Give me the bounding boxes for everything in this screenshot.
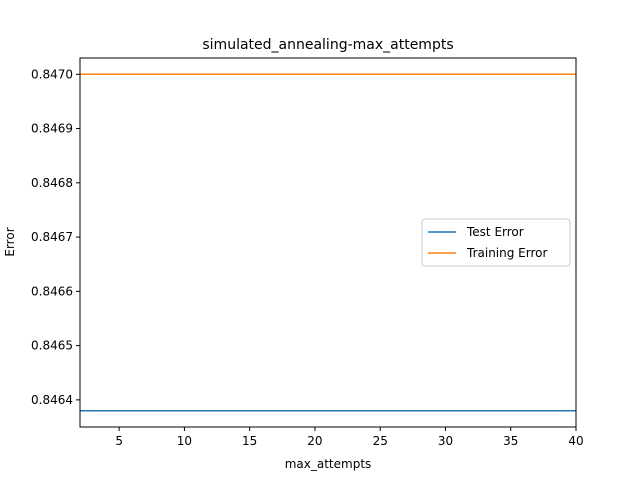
y-tick-label: 0.8466 — [31, 284, 73, 298]
x-tick-label: 15 — [242, 434, 257, 448]
y-tick-label: 0.8468 — [31, 176, 73, 190]
x-tick-label: 10 — [177, 434, 192, 448]
chart-title: simulated_annealing-max_attempts — [202, 37, 453, 53]
x-tick-label: 30 — [438, 434, 453, 448]
x-tick-label: 5 — [115, 434, 123, 448]
x-tick-label: 40 — [568, 434, 583, 448]
x-tick-label: 35 — [503, 434, 518, 448]
x-tick-label: 25 — [373, 434, 388, 448]
axes-frame — [79, 57, 577, 428]
legend-label-1: Training Error — [466, 246, 547, 260]
y-tick-label: 0.8469 — [31, 122, 73, 136]
plot-area — [80, 73, 576, 412]
y-tick-label: 0.8470 — [31, 67, 73, 81]
x-axis: 5 10 15 20 25 30 35 40 — [115, 427, 584, 448]
y-axis: 0.8464 0.8465 0.8466 0.8467 0.8468 0.8469 0.84… — [31, 67, 80, 407]
legend-box — [421, 218, 571, 267]
x-axis-label: max_attempts — [285, 457, 372, 471]
legend: Test Error Training Error — [421, 218, 571, 267]
x-tick-label: 20 — [307, 434, 322, 448]
y-axis-label: Error — [3, 227, 17, 256]
y-tick-label: 0.8464 — [31, 393, 73, 407]
y-tick-label: 0.8467 — [31, 230, 73, 244]
y-tick-label: 0.8465 — [31, 339, 73, 353]
legend-label-0: Test Error — [466, 225, 524, 239]
